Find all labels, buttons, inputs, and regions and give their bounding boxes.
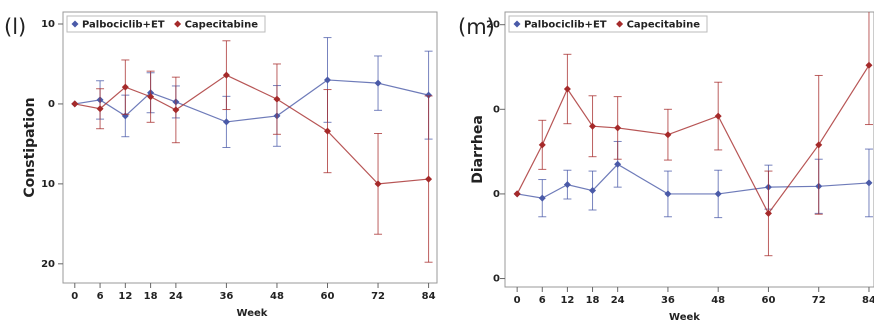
data-point xyxy=(222,71,230,79)
data-point xyxy=(172,106,180,114)
x-tick-label: 48 xyxy=(711,295,725,306)
legend-label: Palbociclib+ET xyxy=(82,20,165,31)
data-point xyxy=(563,85,571,93)
plot-area xyxy=(513,12,873,257)
legend-marker xyxy=(616,20,624,28)
data-point xyxy=(589,122,597,130)
x-axis-label: Week xyxy=(237,308,268,319)
legend-label: Capecitabine xyxy=(627,20,701,31)
data-point xyxy=(714,190,722,198)
data-point xyxy=(71,100,79,108)
y-tick-label: 0 xyxy=(493,189,500,200)
x-axis-label: Week xyxy=(669,312,700,323)
x-tick-label: 18 xyxy=(586,295,600,306)
x-tick-label: 12 xyxy=(118,291,132,302)
data-point xyxy=(374,180,382,188)
data-point xyxy=(273,95,281,103)
series-line xyxy=(74,79,429,123)
plot-area xyxy=(71,37,433,263)
y-tick-label: 10 xyxy=(41,19,55,30)
data-point xyxy=(96,105,104,113)
data-point xyxy=(374,79,382,87)
y-axis-label: Constipation xyxy=(22,97,38,197)
y-tick-label: 0 xyxy=(493,274,500,285)
data-point xyxy=(563,181,571,189)
data-point xyxy=(714,112,722,120)
panel-label: (l) xyxy=(4,15,26,39)
x-tick-label: 0 xyxy=(514,295,521,306)
data-point xyxy=(538,141,546,149)
x-tick-label: 6 xyxy=(539,295,546,306)
x-tick-label: 36 xyxy=(219,291,233,302)
legend-marker xyxy=(174,20,182,28)
data-point xyxy=(121,83,129,91)
data-point xyxy=(865,61,873,69)
x-tick-label: 48 xyxy=(270,291,284,302)
data-point xyxy=(664,131,672,139)
legend-marker xyxy=(513,20,521,28)
x-tick-label: 60 xyxy=(321,291,335,302)
data-point xyxy=(323,127,331,135)
data-point xyxy=(513,190,521,198)
data-point xyxy=(323,76,331,84)
legend-box xyxy=(508,15,708,33)
data-point xyxy=(815,141,823,149)
x-tick-label: 24 xyxy=(611,295,625,306)
data-point xyxy=(147,93,155,101)
x-tick-label: 84 xyxy=(862,295,874,306)
x-tick-label: 0 xyxy=(71,291,78,302)
data-point xyxy=(664,190,672,198)
y-tick-label: 0 xyxy=(48,99,55,110)
x-tick-label: 36 xyxy=(661,295,675,306)
x-tick-label: 60 xyxy=(761,295,775,306)
data-point xyxy=(589,187,597,195)
data-point xyxy=(538,194,546,202)
x-tick-label: 72 xyxy=(812,295,826,306)
y-tick-label: 20 xyxy=(41,259,55,270)
y-tick-label: 10 xyxy=(41,179,55,190)
legend-marker xyxy=(71,20,79,28)
y-axis-label: Diarrhea xyxy=(470,115,486,184)
panel-label: (m) xyxy=(458,15,495,39)
legend-label: Capecitabine xyxy=(185,20,259,31)
data-point xyxy=(614,160,622,168)
plot-frame xyxy=(504,11,874,288)
plot-frame xyxy=(62,11,438,284)
legend-label: Palbociclib+ET xyxy=(524,20,607,31)
y-tick-label: 20 xyxy=(486,20,500,31)
data-point xyxy=(865,179,873,187)
y-tick-label: 0 xyxy=(493,104,500,115)
data-point xyxy=(222,118,230,126)
x-tick-label: 24 xyxy=(169,291,183,302)
x-tick-label: 72 xyxy=(371,291,385,302)
data-point xyxy=(425,175,433,183)
series-line xyxy=(517,163,870,199)
data-point xyxy=(614,124,622,132)
x-tick-label: 6 xyxy=(97,291,104,302)
legend: Palbociclib+ET Capecitabine xyxy=(66,15,266,33)
x-tick-label: 12 xyxy=(560,295,574,306)
x-tick-label: 18 xyxy=(144,291,158,302)
x-tick-label: 84 xyxy=(422,291,436,302)
data-point xyxy=(764,209,772,217)
legend: Palbociclib+ET Capecitabine xyxy=(508,15,708,33)
data-point xyxy=(425,91,433,99)
series-line xyxy=(516,64,870,215)
series-line xyxy=(74,74,429,185)
legend-box xyxy=(66,15,266,33)
